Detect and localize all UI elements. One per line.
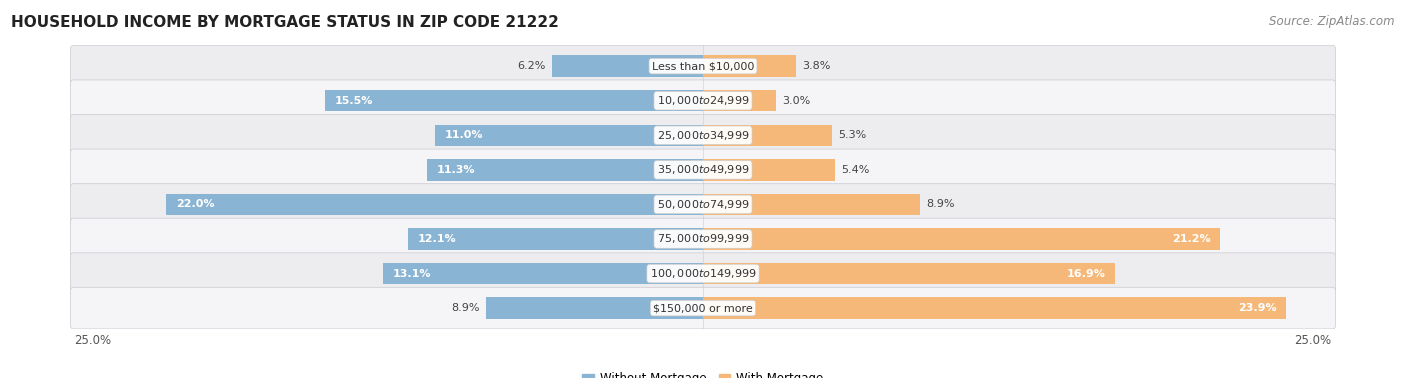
Text: 3.0%: 3.0% <box>782 96 811 106</box>
Bar <box>703 56 796 77</box>
Text: $75,000 to $99,999: $75,000 to $99,999 <box>657 232 749 245</box>
Text: $35,000 to $49,999: $35,000 to $49,999 <box>657 163 749 176</box>
Text: 21.2%: 21.2% <box>1173 234 1211 244</box>
Text: $50,000 to $74,999: $50,000 to $74,999 <box>657 198 749 211</box>
Bar <box>703 228 1220 250</box>
Bar <box>427 159 703 181</box>
Bar <box>703 159 835 181</box>
Bar <box>408 228 703 250</box>
Text: 16.9%: 16.9% <box>1067 268 1105 279</box>
Text: 23.9%: 23.9% <box>1237 303 1277 313</box>
Text: $10,000 to $24,999: $10,000 to $24,999 <box>657 94 749 107</box>
Text: $150,000 or more: $150,000 or more <box>654 303 752 313</box>
FancyBboxPatch shape <box>70 149 1336 191</box>
FancyBboxPatch shape <box>70 115 1336 156</box>
FancyBboxPatch shape <box>70 80 1336 121</box>
Text: 5.3%: 5.3% <box>838 130 866 140</box>
FancyBboxPatch shape <box>70 253 1336 294</box>
FancyBboxPatch shape <box>70 45 1336 87</box>
Bar <box>551 56 703 77</box>
Bar <box>703 263 1115 284</box>
Text: 3.8%: 3.8% <box>801 61 830 71</box>
Bar <box>434 124 703 146</box>
Bar <box>166 194 703 215</box>
Text: 5.4%: 5.4% <box>841 165 869 175</box>
Text: 11.0%: 11.0% <box>444 130 482 140</box>
Legend: Without Mortgage, With Mortgage: Without Mortgage, With Mortgage <box>582 372 824 378</box>
Bar <box>703 124 832 146</box>
Text: HOUSEHOLD INCOME BY MORTGAGE STATUS IN ZIP CODE 21222: HOUSEHOLD INCOME BY MORTGAGE STATUS IN Z… <box>11 15 560 30</box>
Text: 13.1%: 13.1% <box>394 268 432 279</box>
FancyBboxPatch shape <box>70 184 1336 225</box>
Text: 8.9%: 8.9% <box>451 303 479 313</box>
Text: Source: ZipAtlas.com: Source: ZipAtlas.com <box>1270 15 1395 28</box>
FancyBboxPatch shape <box>70 218 1336 260</box>
Bar <box>703 90 776 112</box>
FancyBboxPatch shape <box>70 287 1336 329</box>
Bar <box>703 297 1286 319</box>
Bar <box>486 297 703 319</box>
Text: $100,000 to $149,999: $100,000 to $149,999 <box>650 267 756 280</box>
Text: 22.0%: 22.0% <box>176 200 214 209</box>
Text: 6.2%: 6.2% <box>517 61 546 71</box>
Bar <box>325 90 703 112</box>
Text: 8.9%: 8.9% <box>927 200 955 209</box>
Bar <box>703 194 920 215</box>
Text: 15.5%: 15.5% <box>335 96 373 106</box>
Text: Less than $10,000: Less than $10,000 <box>652 61 754 71</box>
Bar <box>384 263 703 284</box>
Text: $25,000 to $34,999: $25,000 to $34,999 <box>657 129 749 142</box>
Text: 12.1%: 12.1% <box>418 234 456 244</box>
Text: 11.3%: 11.3% <box>437 165 475 175</box>
